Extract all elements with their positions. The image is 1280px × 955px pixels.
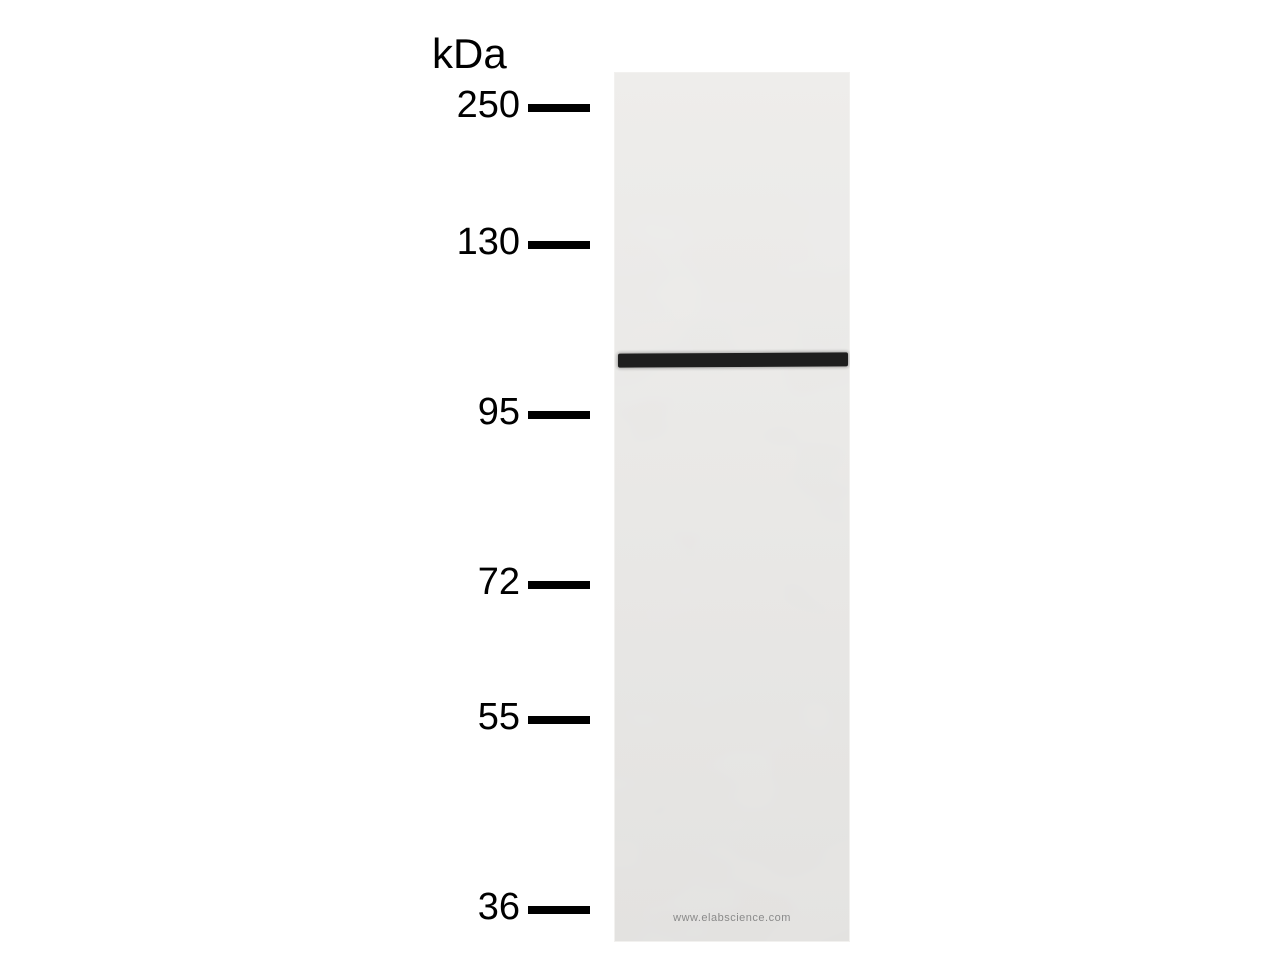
lane-background	[614, 72, 850, 942]
mw-tick	[528, 716, 590, 724]
mw-tick	[528, 241, 590, 249]
mw-tick	[528, 906, 590, 914]
watermark-text: www.elabscience.com	[673, 912, 791, 924]
blot-lane	[614, 72, 850, 942]
mw-label: 72	[478, 561, 520, 604]
mw-tick	[528, 411, 590, 419]
protein-band	[618, 352, 848, 367]
blot-figure: kDa 250 130 95 72 55 36 www.elabscience.com	[0, 0, 1280, 955]
mw-tick	[528, 104, 590, 112]
mw-label: 130	[457, 221, 520, 264]
mw-tick	[528, 581, 590, 589]
axis-title: kDa	[432, 30, 507, 78]
mw-label: 55	[478, 696, 520, 739]
mw-label: 95	[478, 391, 520, 434]
mw-label: 36	[478, 886, 520, 929]
mw-label: 250	[457, 84, 520, 127]
